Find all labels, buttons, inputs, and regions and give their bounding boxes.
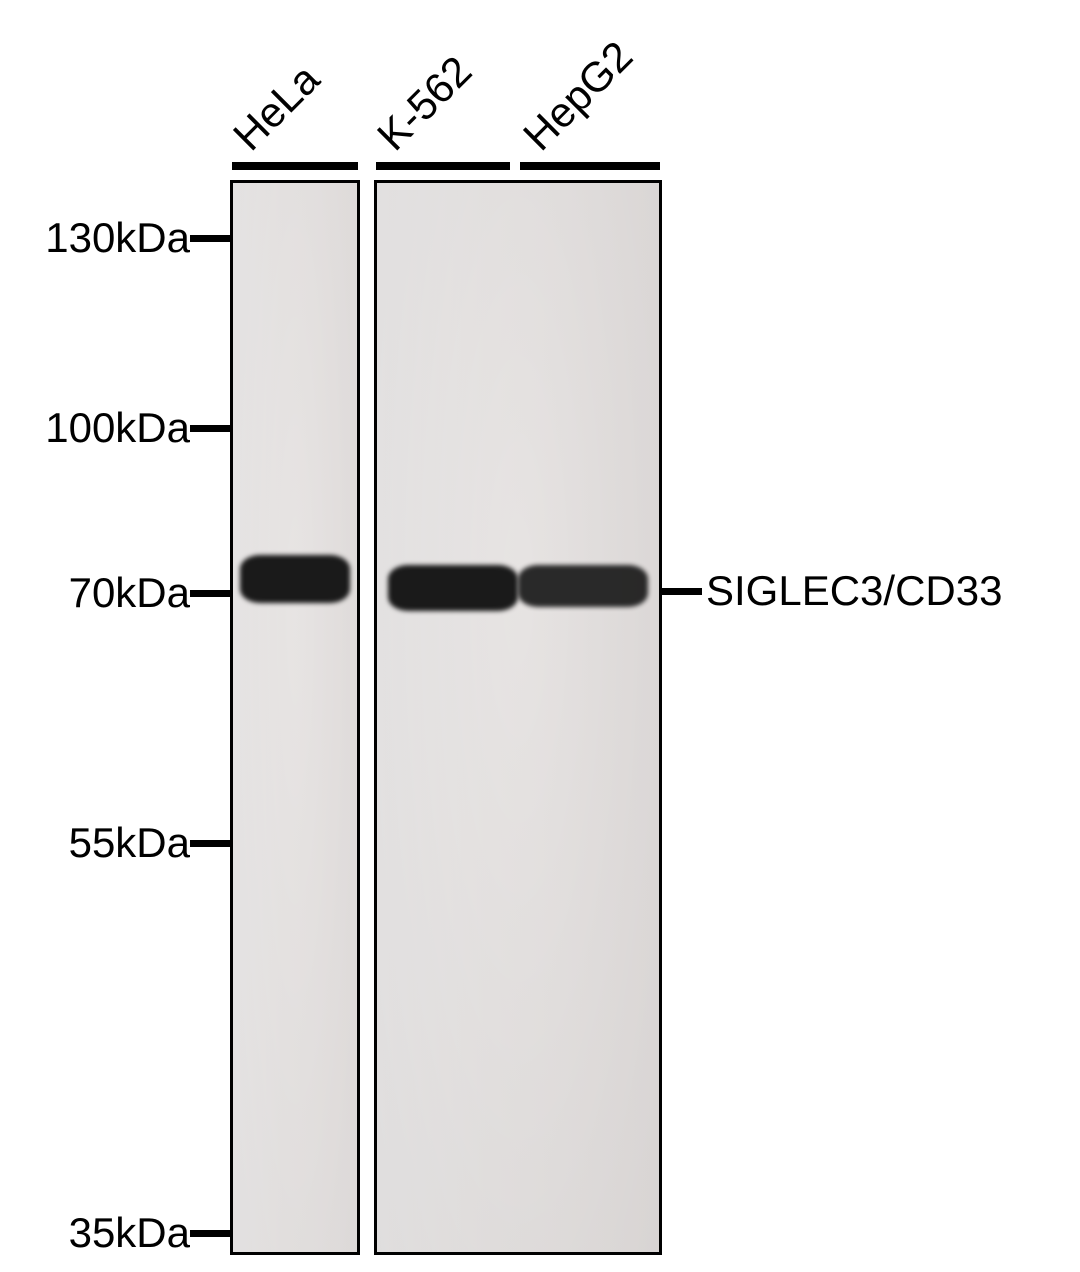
blot-panel-2 — [374, 180, 662, 1255]
marker-tick — [190, 425, 230, 432]
marker-tick — [190, 840, 230, 847]
blot-panel-1 — [230, 180, 360, 1255]
protein-band — [240, 555, 349, 603]
protein-band — [388, 565, 518, 611]
lane-header-bar — [520, 162, 660, 170]
marker-label: 70kDa — [69, 569, 190, 617]
marker-tick — [190, 235, 230, 242]
marker-label: 55kDa — [69, 819, 190, 867]
target-tick — [662, 588, 702, 595]
marker-label: 100kDa — [45, 404, 190, 452]
lane-header-bar — [232, 162, 358, 170]
lane-header-bar — [376, 162, 510, 170]
western-blot-figure: HeLa K-562 HepG2 130kDa 100kDa 70kDa 55k… — [0, 0, 1080, 1272]
marker-tick — [190, 590, 230, 597]
lane-label: K-562 — [368, 47, 481, 160]
protein-band — [518, 565, 648, 607]
target-label: SIGLEC3/CD33 — [706, 567, 1002, 615]
lane-label: HeLa — [224, 55, 329, 160]
marker-label: 130kDa — [45, 214, 190, 262]
membrane-shading — [233, 183, 357, 1252]
lane-label: HepG2 — [514, 32, 642, 160]
marker-tick — [190, 1230, 230, 1237]
membrane-shading — [377, 183, 659, 1252]
marker-label: 35kDa — [69, 1209, 190, 1257]
